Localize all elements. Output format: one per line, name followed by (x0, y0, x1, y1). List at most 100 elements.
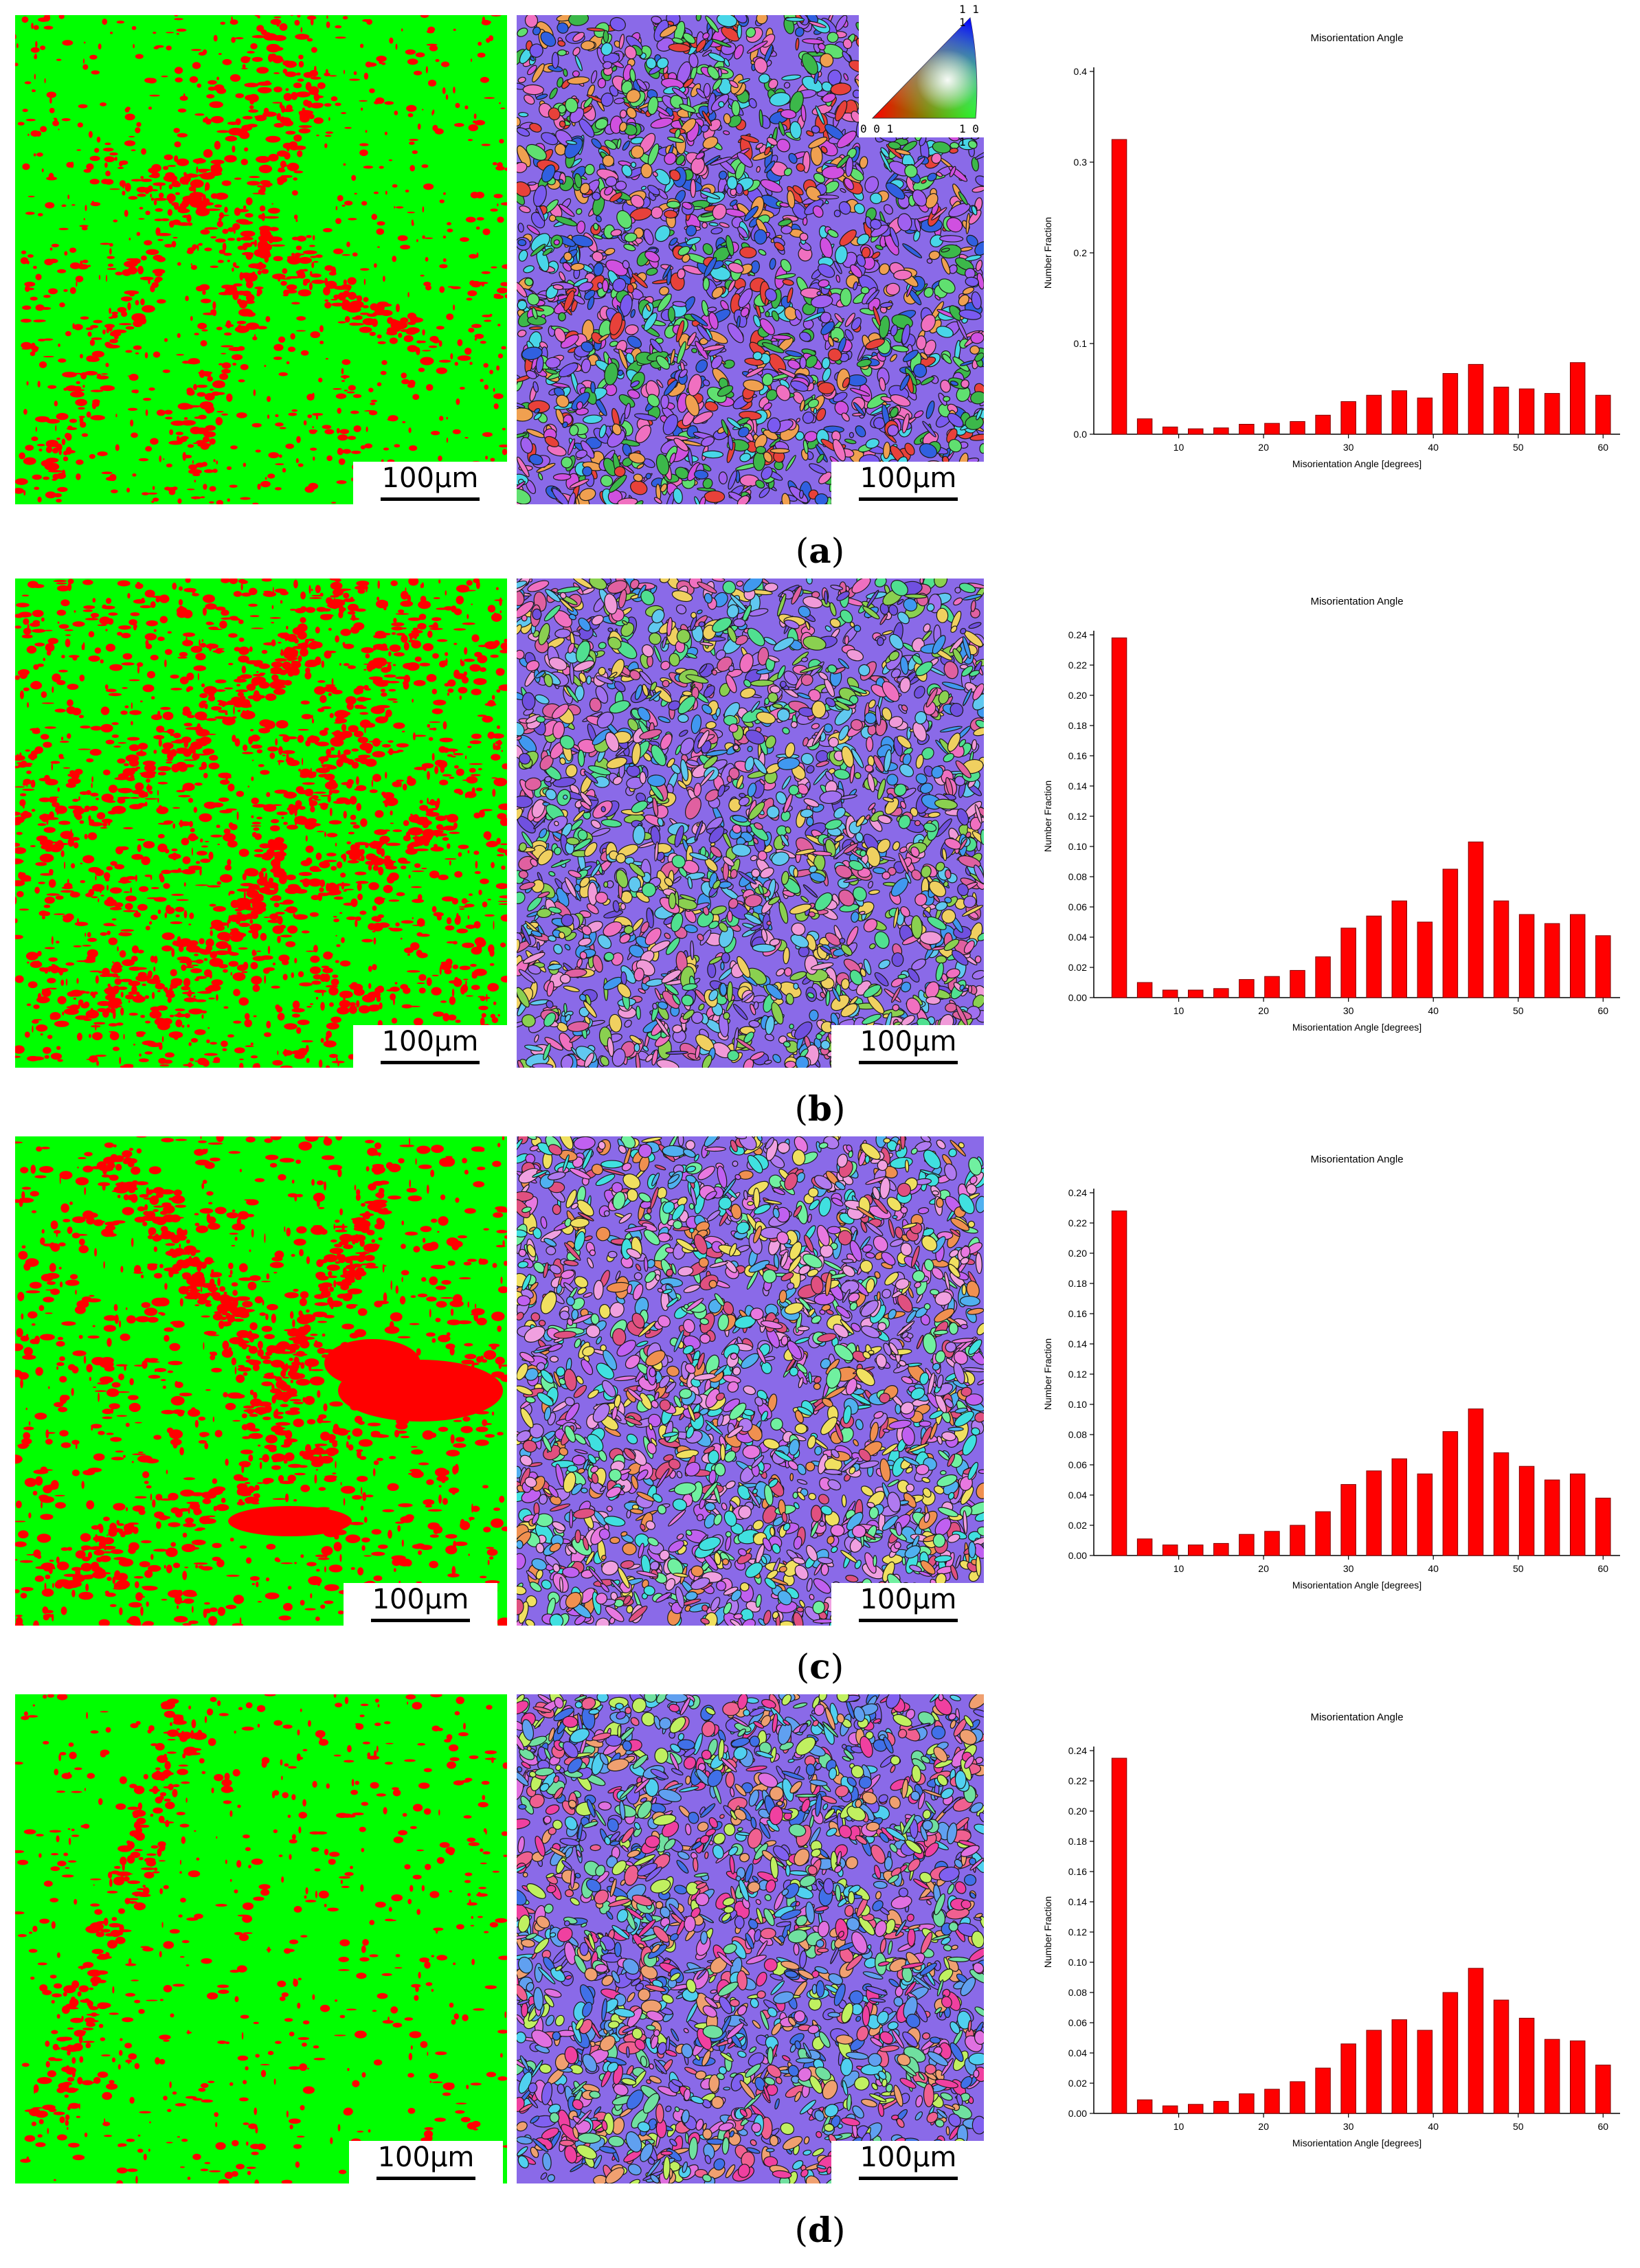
y-tick-label: 0.24 (1068, 1187, 1087, 1198)
bar-42deg (1442, 373, 1459, 435)
bar-39deg (1417, 1473, 1433, 1556)
y-tick-label: 0.20 (1068, 690, 1087, 701)
bar-21deg (1264, 1531, 1280, 1556)
bar-39deg (1417, 2030, 1433, 2114)
ipf-map-c (517, 1136, 984, 1626)
bar-48deg (1493, 386, 1509, 435)
bar-3deg (1111, 637, 1127, 998)
bar-36deg (1391, 2019, 1408, 2114)
x-tick-label: 50 (1513, 1563, 1524, 1574)
bar-18deg (1239, 423, 1255, 435)
x-axis-label: Misorientation Angle [degrees] (1292, 2137, 1422, 2148)
ipf-legend-label-111: 1 1 1 (959, 3, 979, 29)
ipf-legend-label-101: 1 0 1 (959, 122, 979, 148)
label-letter: a (809, 530, 831, 571)
bar-15deg (1213, 1542, 1229, 1556)
y-tick-label: 0.02 (1068, 2078, 1087, 2089)
figure-row-a: 100μm 100μm (0, 0, 1640, 571)
ipf-scalebar-label: 100μm (860, 2142, 957, 2173)
phase-scalebar-b: 100μm (353, 1025, 507, 1068)
bar-42deg (1442, 1431, 1459, 1556)
phase-scalebar-a: 100μm (353, 462, 507, 504)
bar-18deg (1239, 1534, 1255, 1556)
bar-27deg (1315, 956, 1331, 998)
bar-57deg (1569, 914, 1586, 998)
x-tick-label: 30 (1343, 1005, 1354, 1016)
bar-48deg (1493, 1452, 1509, 1556)
ipf-scalebar-c: 100μm (831, 1583, 985, 1626)
chart-title: Misorientation Angle (1310, 1711, 1403, 1723)
x-tick-label: 30 (1343, 442, 1354, 453)
bar-51deg (1518, 2017, 1535, 2114)
x-tick-label: 20 (1258, 442, 1269, 453)
x-tick-label: 10 (1173, 1563, 1184, 1574)
x-tick-label: 20 (1258, 1005, 1269, 1016)
bar-9deg (1162, 1545, 1178, 1556)
bar-12deg (1188, 1545, 1204, 1556)
x-tick-label: 50 (1513, 2121, 1524, 2132)
y-tick-label: 0.3 (1074, 157, 1088, 168)
bar-60deg (1595, 1497, 1611, 1556)
ipf-legend-triangle (871, 16, 978, 119)
bar-57deg (1569, 1473, 1586, 1556)
ipf-scalebar-a: 100μm (831, 462, 985, 504)
ipf-color-legend: 1 1 1 0 0 1 1 0 1 (859, 0, 991, 148)
bar-33deg (1366, 2030, 1382, 2114)
y-tick-label: 0.24 (1068, 629, 1087, 640)
bar-36deg (1391, 1458, 1408, 1556)
y-tick-label: 0.00 (1068, 1550, 1087, 1561)
bar-30deg (1340, 1484, 1356, 1556)
bar-6deg (1136, 982, 1153, 998)
ipf-scalebar-d: 100μm (831, 2141, 985, 2183)
phase-scalebar-c: 100μm (344, 1583, 497, 1626)
scalebar-line (859, 1061, 958, 1064)
ipf-map-svg-d (517, 1694, 984, 2183)
ipf-map-svg-c (517, 1136, 984, 1626)
y-tick-label: 0.16 (1068, 1866, 1087, 1877)
phase-map-svg-c (15, 1136, 507, 1626)
misorientation-chart-c: Misorientation Angle 0.00 0.02 0.04 0.06 0.08… (1042, 1154, 1620, 1591)
panel-label-d: (d) (0, 2210, 1640, 2251)
bar-3deg (1111, 1210, 1127, 1556)
y-tick-label: 0.0 (1074, 429, 1088, 440)
x-tick-label: 40 (1428, 1005, 1439, 1016)
x-tick-label: 40 (1428, 2121, 1439, 2132)
bar-42deg (1442, 1992, 1459, 2114)
label-letter: c (809, 1646, 831, 1687)
bar-60deg (1595, 2065, 1611, 2114)
x-axis-label: Misorientation Angle [degrees] (1292, 1022, 1422, 1033)
ipf-scalebar-label: 100μm (860, 462, 957, 494)
y-tick-label: 0.04 (1068, 2047, 1087, 2058)
bar-30deg (1340, 928, 1356, 998)
bar-3deg (1111, 1758, 1127, 2114)
x-tick-label: 10 (1173, 1005, 1184, 1016)
bar-54deg (1544, 2039, 1560, 2114)
x-axis-label: Misorientation Angle [degrees] (1292, 1580, 1422, 1591)
chart-title: Misorientation Angle (1310, 596, 1403, 607)
scalebar-line (381, 1061, 480, 1064)
phase-map-svg-d (15, 1694, 507, 2183)
phase-map-c (15, 1136, 507, 1626)
y-tick-label: 0.06 (1068, 1459, 1087, 1470)
label-letter: b (808, 1088, 832, 1129)
y-tick-label: 0.18 (1068, 1278, 1087, 1289)
x-tick-label: 10 (1173, 2121, 1184, 2132)
bar-33deg (1366, 915, 1382, 998)
y-tick-label: 0.12 (1068, 1927, 1087, 1938)
bar-27deg (1315, 414, 1331, 435)
x-tick-label: 60 (1598, 442, 1609, 453)
y-tick-label: 0.2 (1074, 247, 1088, 258)
figure-row-d: 100μm 100μm Misorientation Angle 0.00 0.02… (0, 1679, 1640, 2251)
bar-15deg (1213, 427, 1229, 435)
y-tick-label: 0.10 (1068, 1399, 1087, 1410)
phase-map-a (15, 15, 507, 504)
panel-label-b: (b) (0, 1088, 1640, 1130)
bar-42deg (1442, 868, 1459, 998)
x-tick-label: 30 (1343, 2121, 1354, 2132)
scalebar-line (381, 497, 480, 501)
bar-36deg (1391, 390, 1408, 435)
y-axis-label: Number Fraction (1042, 781, 1053, 852)
bar-60deg (1595, 394, 1611, 435)
bar-9deg (1162, 989, 1178, 998)
ipf-map-b (517, 579, 984, 1068)
